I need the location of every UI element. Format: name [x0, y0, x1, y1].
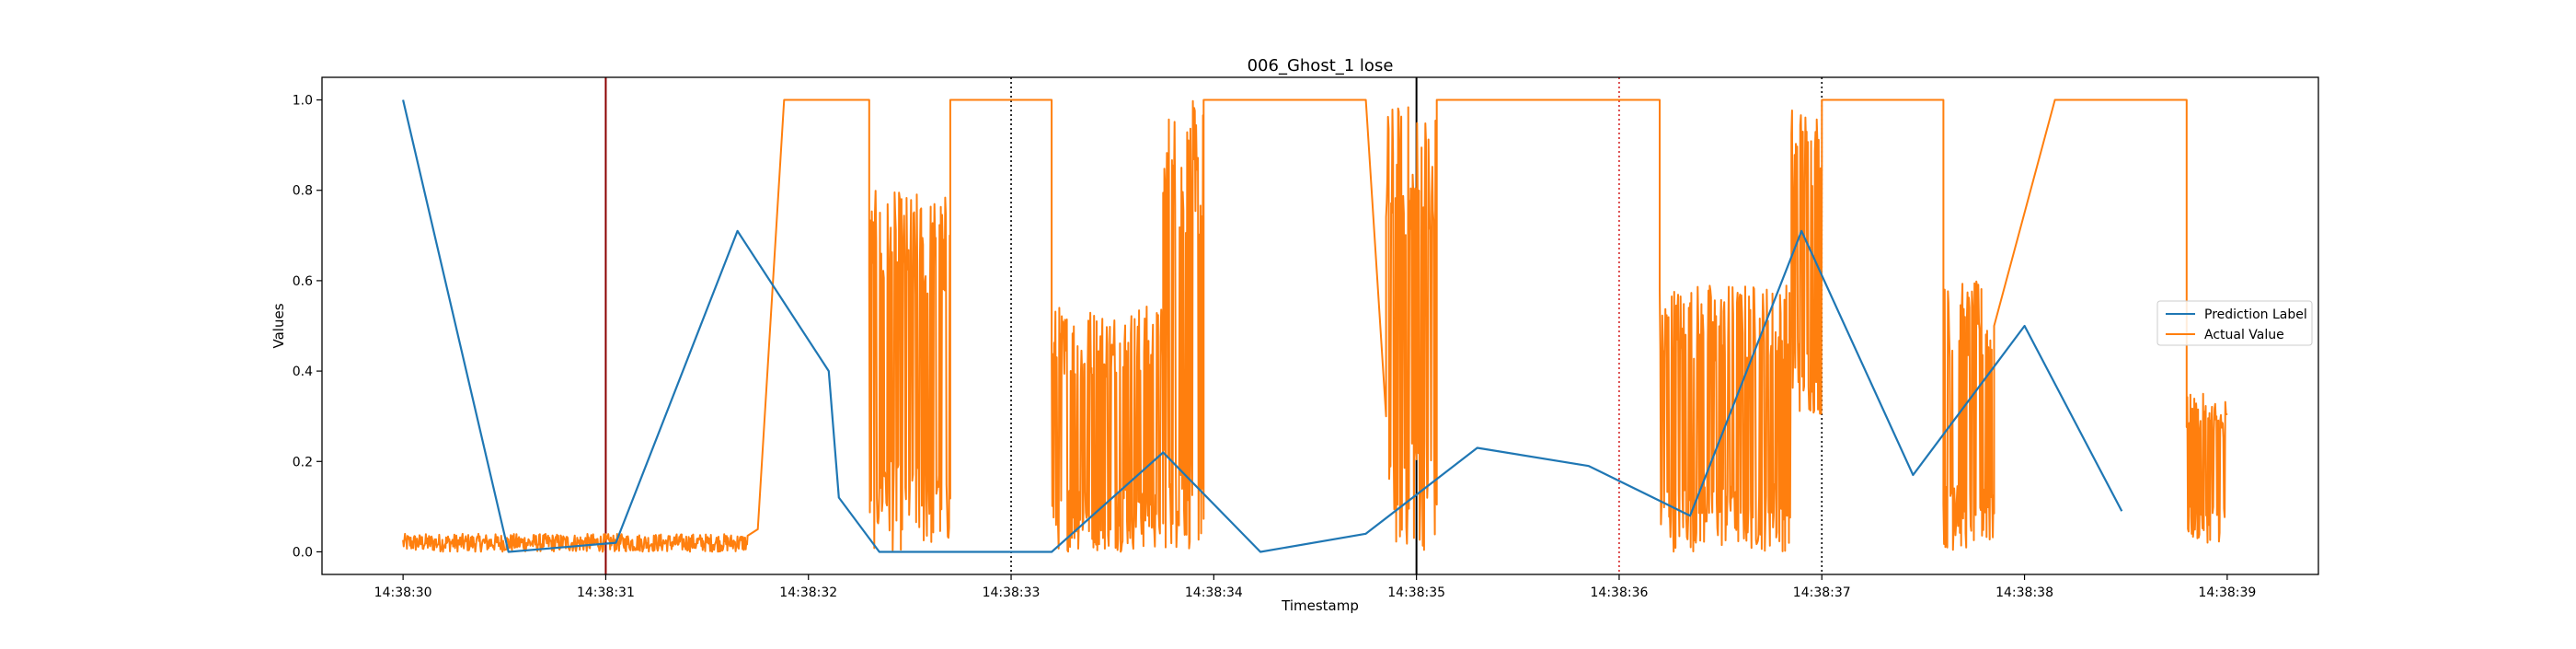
- series-line-actual-value: [402, 99, 2228, 553]
- x-axis: 14:38:30 14:38:31 14:38:32 14:38:33 14:38:34…: [374, 574, 2256, 600]
- chart-title: 006_Ghost_1 lose: [1248, 56, 1394, 75]
- plot-background: [322, 77, 2318, 574]
- y-tick-label: 0.8: [293, 184, 313, 199]
- legend-label-prediction-label: Prediction Label: [2204, 307, 2307, 322]
- x-tick-label: 14:38:36: [1591, 585, 1649, 600]
- x-axis-label: Timestamp: [1281, 597, 1359, 614]
- x-tick-label: 14:38:30: [374, 585, 432, 600]
- legend: Prediction Label Actual Value: [2156, 300, 2313, 346]
- series-line-prediction-label: [402, 99, 2123, 553]
- x-tick-label: 14:38:31: [577, 585, 635, 600]
- y-tick-label: 0.2: [293, 455, 313, 469]
- x-tick-label: 14:38:37: [1793, 585, 1851, 600]
- y-axis-label: Values: [270, 303, 287, 348]
- legend-box: [2156, 300, 2313, 346]
- y-tick-label: 0.0: [293, 545, 313, 560]
- y-axis: 0.0 0.2 0.4 0.6 0.8 1.0: [293, 94, 322, 560]
- x-tick-label: 14:38:33: [983, 585, 1041, 600]
- plot-frame: [321, 76, 2319, 575]
- series-layer: [402, 99, 2228, 553]
- y-tick-label: 0.4: [293, 365, 313, 379]
- x-tick-label: 14:38:38: [1995, 585, 2053, 600]
- x-tick-label: 14:38:32: [779, 585, 837, 600]
- x-tick-label: 14:38:39: [2198, 585, 2256, 600]
- x-tick-label: 14:38:35: [1387, 585, 1445, 600]
- plot-area: [321, 76, 2319, 575]
- x-tick-label: 14:38:34: [1185, 585, 1243, 600]
- y-tick-label: 1.0: [293, 94, 313, 109]
- y-tick-label: 0.6: [293, 274, 313, 289]
- legend-label-actual-value: Actual Value: [2204, 328, 2284, 342]
